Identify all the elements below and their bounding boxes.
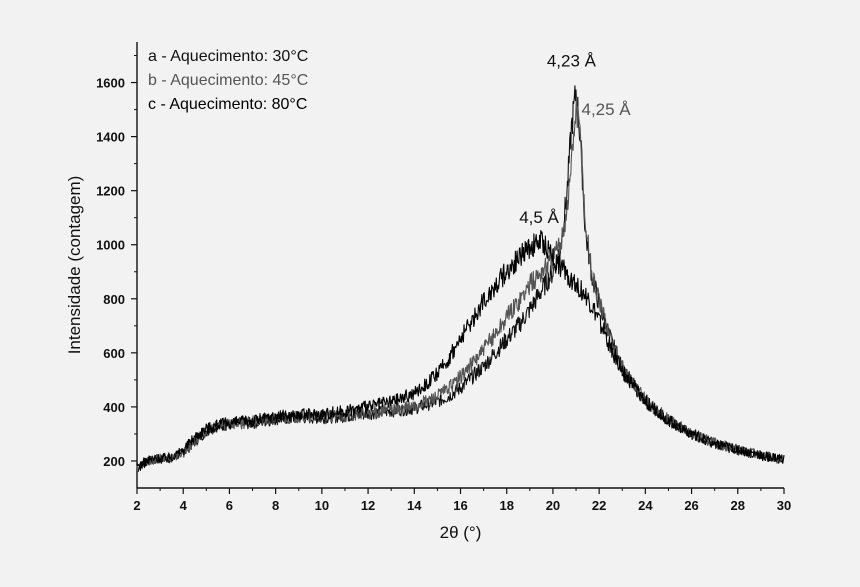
x-tick-label: 6 [226,498,233,513]
x-tick-label: 26 [684,498,698,513]
y-tick-label: 1200 [96,184,125,199]
peak-label-4-25: 4,25 Å [581,100,631,119]
peak-label-4-23: 4,23 Å [547,51,597,70]
x-tick-label: 2 [133,498,140,513]
x-tick-label: 4 [180,498,188,513]
y-tick-label: 600 [103,346,125,361]
legend-entry-a: a - Aquecimento: 30°C [148,48,308,65]
x-tick-label: 10 [315,498,329,513]
y-tick-label: 1600 [96,76,125,91]
y-tick-label: 200 [103,454,125,469]
x-tick-label: 24 [638,498,653,513]
series-group [136,85,785,473]
x-tick-label: 18 [499,498,513,513]
x-tick-label: 14 [407,498,422,513]
y-tick-label: 400 [103,400,125,415]
series-line-b [136,97,785,472]
x-tick-label: 22 [592,498,606,513]
x-axis-label: 2θ (°) [440,523,482,542]
peak-label-4-5: 4,5 Å [519,208,559,227]
x-tick-label: 30 [777,498,791,513]
y-tick-label: 1400 [96,130,125,145]
x-tick-label: 28 [731,498,745,513]
legend-entry-b: b - Aquecimento: 45°C [148,72,308,89]
x-tick-label: 12 [361,498,375,513]
y-tick-label: 800 [103,292,125,307]
series-line-a [136,85,785,473]
y-axis-label: Intensidade (contagem) [65,176,84,355]
legend-entry-c: c - Aquecimento: 80°C [148,96,307,113]
x-tick-label: 8 [272,498,279,513]
x-tick-label: 20 [546,498,560,513]
ticks-group: 2 4 6 8 10 12 14 16 18 20 22 24 26 28 3020040060080010… [96,55,791,513]
legend: a - Aquecimento: 30°C b - Aquecimento: 4… [148,48,308,113]
peak-annotations: 4,23 Å 4,25 Å 4,5 Å [519,51,631,227]
series-line-c [136,230,785,469]
y-tick-label: 1000 [96,238,125,253]
x-tick-label: 16 [453,498,467,513]
